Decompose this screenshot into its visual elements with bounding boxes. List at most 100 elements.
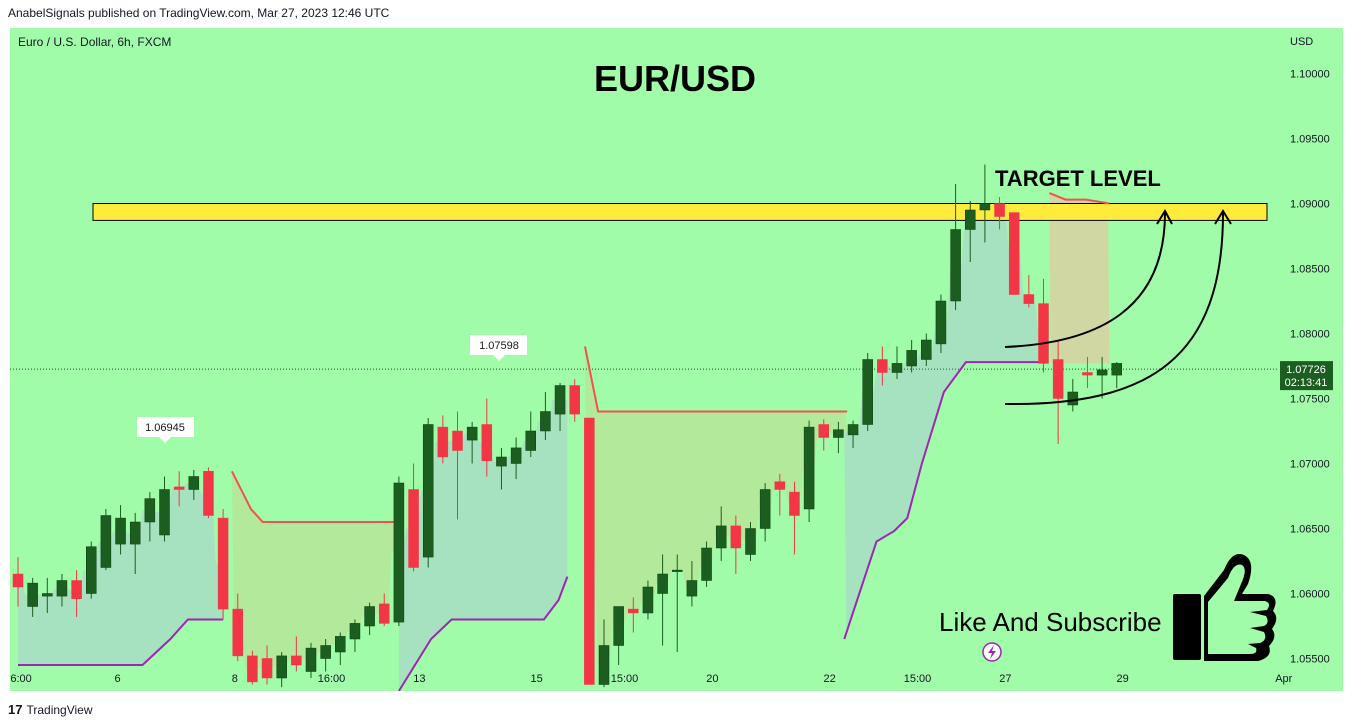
tradingview-logo-icon: 17 bbox=[8, 702, 23, 717]
target-level-label: TARGET LEVEL bbox=[995, 166, 1161, 191]
candle bbox=[27, 577, 38, 617]
candle bbox=[466, 421, 478, 464]
uptrend-shade-2 bbox=[398, 399, 568, 691]
candle-body bbox=[1052, 359, 1064, 399]
candle bbox=[232, 593, 243, 662]
y-tick-label: 1.07500 bbox=[1290, 394, 1330, 406]
candle-body bbox=[129, 521, 141, 545]
candle bbox=[642, 580, 654, 620]
candle bbox=[891, 346, 903, 379]
x-tick-label: Apr bbox=[1275, 673, 1292, 685]
price-chart[interactable]: 1.10000 1.09500 1.09000 1.08500 1.08000 1.075… bbox=[4, 28, 1343, 692]
uptrend-shade-3 bbox=[844, 206, 1041, 633]
chart-title: EUR/USD bbox=[594, 58, 756, 99]
candle-body bbox=[994, 203, 1005, 217]
candle bbox=[525, 411, 536, 457]
candle bbox=[144, 492, 156, 542]
target-zone bbox=[92, 203, 1268, 221]
candle bbox=[56, 574, 68, 607]
candle bbox=[1023, 275, 1035, 308]
candle bbox=[510, 437, 522, 480]
candle bbox=[1096, 356, 1108, 399]
candle-body bbox=[598, 645, 610, 685]
candle bbox=[217, 509, 229, 620]
candle-body bbox=[891, 363, 903, 373]
candle bbox=[261, 645, 273, 685]
candle bbox=[950, 184, 961, 311]
like-subscribe-text: Like And Subscribe bbox=[939, 607, 1162, 637]
candle bbox=[422, 418, 434, 568]
lower-trail-line bbox=[843, 361, 1041, 640]
candle bbox=[979, 164, 991, 243]
y-tick-label: 1.10000 bbox=[1290, 69, 1330, 81]
candle-body bbox=[305, 647, 317, 672]
candle bbox=[393, 476, 405, 626]
candle-body bbox=[642, 586, 654, 614]
x-tick-label: 16:00 bbox=[10, 673, 32, 685]
candle bbox=[364, 602, 375, 636]
candle bbox=[1038, 278, 1049, 373]
candle-body bbox=[291, 655, 302, 666]
candle bbox=[877, 346, 888, 386]
candle-body bbox=[217, 517, 229, 610]
candle bbox=[672, 554, 683, 652]
candle-body bbox=[803, 426, 815, 510]
candle-body bbox=[379, 603, 390, 624]
footer-brand: TradingView bbox=[26, 702, 93, 717]
x-tick-label: 22 bbox=[823, 673, 835, 685]
candle bbox=[701, 541, 712, 587]
candle-body bbox=[12, 573, 24, 588]
projection-arrow-upper bbox=[1004, 212, 1166, 348]
candle-body bbox=[701, 547, 712, 581]
candle-body bbox=[335, 636, 346, 653]
candle-body bbox=[115, 517, 126, 545]
pivot-high-label: 1.07598 bbox=[479, 340, 519, 352]
projection-arrows bbox=[1004, 208, 1232, 406]
bar-countdown: 02:13:41 bbox=[1285, 377, 1328, 389]
candle bbox=[1067, 379, 1079, 412]
candle-body bbox=[100, 515, 112, 568]
candle bbox=[818, 419, 829, 451]
upper-trail-line bbox=[231, 470, 399, 523]
symbol-info: Euro / U.S. Dollar, 6h, FXCM bbox=[18, 35, 171, 49]
candle bbox=[803, 420, 815, 522]
candle-body bbox=[540, 411, 551, 432]
candle bbox=[291, 636, 302, 672]
candle bbox=[203, 467, 214, 519]
candle-body bbox=[437, 426, 449, 458]
candle-body bbox=[1111, 363, 1122, 376]
candle bbox=[686, 561, 698, 607]
candle-body bbox=[628, 608, 639, 614]
x-tick-label: 6 bbox=[115, 673, 121, 685]
candle bbox=[115, 505, 126, 555]
candle bbox=[759, 483, 771, 542]
candle bbox=[496, 447, 507, 490]
candle bbox=[379, 593, 390, 626]
candle-body bbox=[715, 525, 727, 549]
candle bbox=[1082, 356, 1093, 389]
pivot-low-label: 1.06945 bbox=[145, 422, 185, 434]
candle bbox=[71, 570, 82, 617]
candle bbox=[862, 353, 873, 431]
candle bbox=[1111, 362, 1122, 389]
candle-body bbox=[144, 498, 156, 523]
y-tick-label: 1.06500 bbox=[1290, 524, 1330, 536]
chart-area[interactable]: 1.10000 1.09500 1.09000 1.08500 1.08000 1.075… bbox=[4, 28, 1343, 692]
candle bbox=[584, 417, 595, 685]
footer: 17 TradingView bbox=[8, 702, 93, 717]
y-tick-label: 1.05500 bbox=[1290, 654, 1330, 666]
candle-body bbox=[71, 580, 82, 599]
candle-body bbox=[862, 359, 873, 425]
candle-body bbox=[1038, 303, 1049, 364]
candle bbox=[188, 470, 200, 500]
candle-body bbox=[906, 350, 917, 367]
candle-body bbox=[320, 645, 331, 659]
candle bbox=[921, 333, 932, 366]
candle-body bbox=[877, 359, 888, 373]
candle-body bbox=[349, 623, 361, 640]
x-tick-label: 15 bbox=[530, 673, 542, 685]
candle-body bbox=[818, 424, 829, 438]
upper-trail-line bbox=[584, 346, 848, 413]
candle-body bbox=[42, 593, 53, 597]
